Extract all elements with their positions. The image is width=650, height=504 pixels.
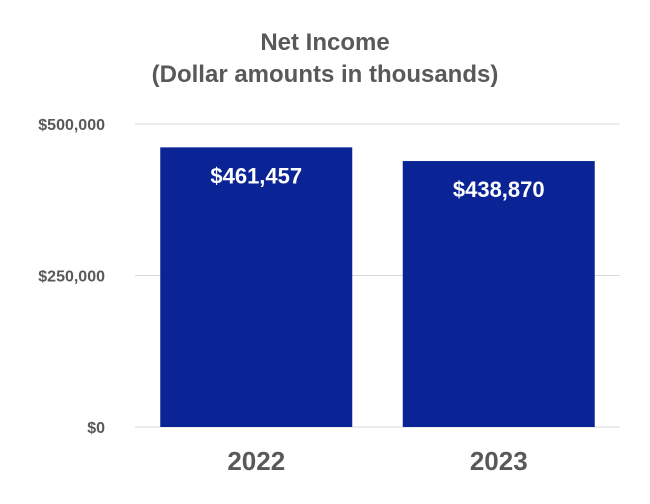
bar-2023 bbox=[402, 161, 595, 427]
data-labels: $461,457 $438,870 bbox=[210, 163, 544, 202]
chart-title: Net Income bbox=[260, 29, 389, 56]
bar-2022 bbox=[160, 147, 353, 427]
x-axis-ticks: 2022 2023 bbox=[227, 446, 527, 476]
y-tick-label: $500,000 bbox=[38, 117, 105, 134]
x-tick-label-2023: 2023 bbox=[470, 446, 528, 476]
chart-subtitle: (Dollar amounts in thousands) bbox=[152, 61, 499, 88]
x-tick-label-2022: 2022 bbox=[227, 446, 285, 476]
y-tick-label: $0 bbox=[87, 420, 105, 437]
y-tick-label: $250,000 bbox=[38, 269, 105, 286]
data-label-2022: $461,457 bbox=[210, 163, 302, 188]
y-axis-ticks: $0 $250,000 $500,000 bbox=[38, 117, 105, 437]
data-label-2023: $438,870 bbox=[453, 177, 545, 202]
bars bbox=[160, 147, 595, 427]
